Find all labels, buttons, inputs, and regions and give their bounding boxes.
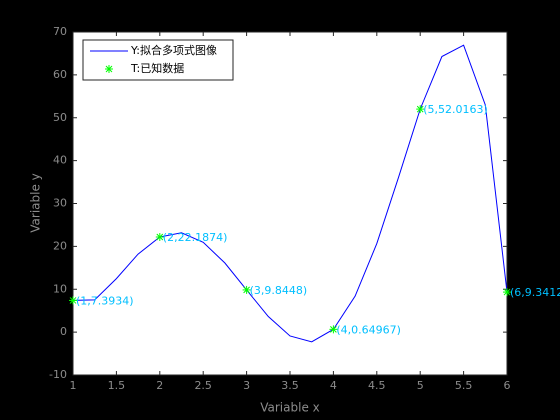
x-tick-label: 3.5: [281, 379, 299, 392]
legend-swatch: [105, 65, 113, 73]
x-tick-label: 6: [504, 379, 511, 392]
data-label: (1,7.3934): [76, 294, 134, 307]
x-tick-label: 2: [156, 379, 163, 392]
data-point: [242, 285, 251, 294]
data-label: (3,9.8448): [250, 284, 308, 297]
y-tick-label: 30: [53, 197, 67, 210]
y-tick-label: 50: [53, 111, 67, 124]
y-axis-label: Variable y: [29, 173, 43, 233]
data-point: [329, 325, 338, 334]
y-tick-label: 70: [53, 25, 67, 38]
x-tick-label: 1: [70, 379, 77, 392]
data-label: (5,52.0163): [423, 103, 488, 116]
marker-stroke: [416, 105, 424, 113]
x-axis-label: Variable x: [260, 401, 320, 415]
legend-label: Y:拟合多项式图像: [130, 43, 217, 57]
x-tick-label: 3: [243, 379, 250, 392]
plot-area: [72, 31, 508, 376]
marker-stroke: [503, 288, 511, 296]
data-label: (6,9.3412): [510, 286, 560, 299]
marker-stroke: [243, 286, 250, 294]
legend-box: [82, 39, 234, 81]
data-point: [155, 232, 164, 241]
x-tick-label: 5.5: [455, 379, 473, 392]
y-tick-label: 0: [60, 325, 67, 338]
marker-stroke: [69, 297, 77, 304]
data-label: (4,0.64967): [336, 323, 401, 336]
y-tick-label: 40: [53, 154, 67, 167]
x-tick-label: 2.5: [194, 379, 212, 392]
data-label: (2,22.1874): [163, 231, 228, 244]
x-tick-label: 1.5: [108, 379, 126, 392]
y-tick-label: 60: [53, 68, 67, 81]
legend: Y:拟合多项式图像 T:已知数据: [82, 39, 234, 81]
curve: [72, 44, 508, 343]
marker-stroke: [330, 325, 337, 333]
x-tick-label: 4: [330, 379, 337, 392]
data-point: [69, 296, 77, 305]
y-tick-label: -10: [49, 368, 67, 381]
data-point: [503, 288, 511, 297]
marker-stroke: [156, 233, 164, 241]
legend-label: T:已知数据: [130, 61, 184, 75]
x-tick-label: 4.5: [368, 379, 386, 392]
x-tick-label: 5: [417, 379, 424, 392]
marker-stroke: [105, 65, 113, 73]
data-point: [416, 105, 425, 114]
y-tick-label: 10: [53, 282, 67, 295]
y-tick-label: 20: [53, 239, 67, 252]
